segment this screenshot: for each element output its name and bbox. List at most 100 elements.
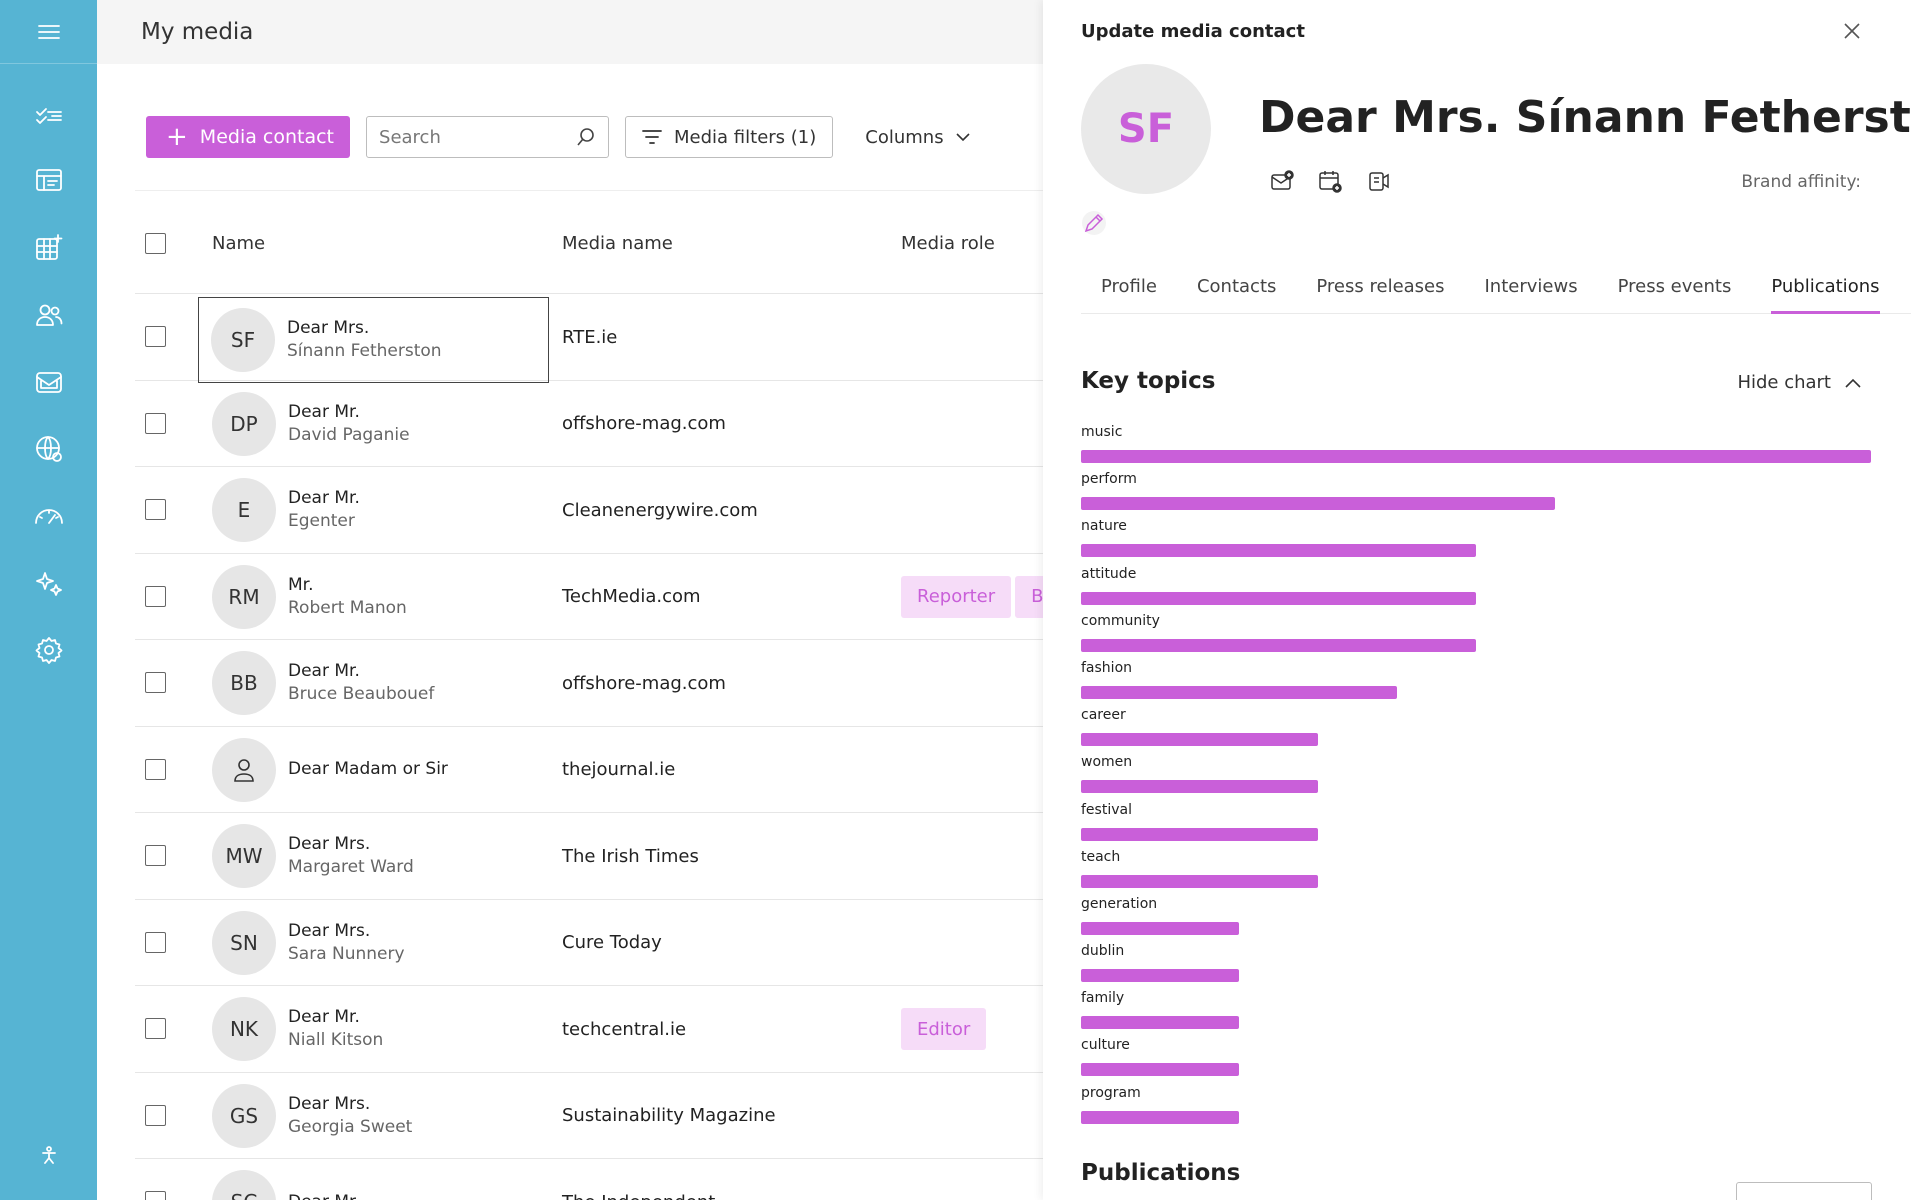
nav-analytics[interactable] [0,491,97,541]
contact-name-cell[interactable]: NK Dear Mr. Niall Kitson [200,994,545,1064]
table-row[interactable]: BB Dear Mr. Bruce Beaubouef offshore-mag.co… [135,640,1043,727]
contact-name-cell[interactable]: SC Dear Mr. [200,1167,545,1200]
contact-salutation: Dear Mrs. [288,1093,371,1114]
header-media-role[interactable]: Media role [901,233,995,254]
nav-settings[interactable] [0,625,97,675]
table-row[interactable]: SN Dear Mrs. Sara Nunnery Cure Today [135,900,1043,986]
tab-contacts[interactable]: Contacts [1196,276,1277,297]
media-name-cell: TechMedia.com [562,586,701,607]
chevron-down-icon [956,132,970,141]
contact-name-text: Dear Mrs. Georgia Sweet [288,1093,412,1139]
columns-button[interactable]: Columns [849,116,985,158]
topic-row: perform [1081,467,1871,514]
nav-web[interactable] [0,424,97,474]
topic-row: nature [1081,514,1871,561]
media-name-cell: RTE.ie [562,326,618,348]
nav-accessibility[interactable] [0,1130,97,1180]
nav-grid[interactable] [0,222,97,272]
tab-publications[interactable]: Publications [1751,272,1899,314]
tab-press-events[interactable]: Press events [1617,276,1732,297]
contact-name-text: Dear Mrs. Sara Nunnery [288,920,405,966]
refresh-button[interactable] [1736,1182,1872,1200]
add-media-contact-button[interactable]: + Media contact [146,116,351,158]
nav-dashboard[interactable] [0,155,97,205]
contact-name-cell[interactable]: Dear Madam or Sir [200,735,545,805]
table-row[interactable]: GS Dear Mrs. Georgia Sweet Sustainability M… [135,1073,1043,1159]
row-checkbox[interactable] [145,1104,166,1126]
contact-name-cell[interactable]: E Dear Mr. Egenter [200,475,545,545]
media-name-cell: Cure Today [562,932,662,953]
contact-salutation: Mr. [288,574,314,595]
row-checkbox[interactable] [145,585,166,607]
contact-name-cell[interactable]: SN Dear Mrs. Sara Nunnery [200,908,545,978]
row-checkbox[interactable] [145,326,166,347]
media-filters-button[interactable]: Media filters (1) [625,116,834,158]
close-icon[interactable] [1843,22,1861,40]
table-row[interactable]: SC Dear Mr. The Independent [135,1159,1043,1200]
contact-name-cell[interactable]: BB Dear Mr. Bruce Beaubouef [200,648,545,718]
tab-profile[interactable]: Profile [1101,276,1157,297]
contact-full-name: Niall Kitson [288,1030,384,1050]
table-row[interactable]: Dear Madam or Sir thejournal.ie [135,727,1043,813]
contact-name-cell[interactable]: RM Mr. Robert Manon [200,562,545,632]
topic-label: nature [1081,518,1127,535]
table-row[interactable]: E Dear Mr. Egenter Cleanenergywire.com [135,467,1043,554]
contact-name-cell[interactable]: GS Dear Mrs. Georgia Sweet [200,1081,545,1151]
contact-salutation: Dear Mrs. [288,920,371,941]
contact-name-cell[interactable]: MW Dear Mrs. Margaret Ward [200,821,545,891]
row-checkbox[interactable] [145,412,166,434]
row-checkbox[interactable] [145,1018,166,1039]
contact-name-cell[interactable]: DP Dear Mr. David Paganie [200,389,545,459]
topic-row: dublin [1081,939,1871,986]
topic-bar [1081,591,1476,605]
table-row[interactable]: SF Dear Mrs. Sínann Fetherston RTE.ie [135,294,1043,383]
nav-mail[interactable] [0,357,97,407]
mail-add-icon[interactable] [1269,168,1295,194]
topic-bar [1081,1110,1239,1124]
row-checkbox[interactable] [145,672,166,693]
contact-salutation: Dear Mr. [288,661,360,681]
row-checkbox[interactable] [145,758,166,780]
search-icon[interactable] [576,127,596,147]
contact-name-text: Dear Mr. [288,1191,360,1200]
search-input[interactable] [379,126,550,148]
contact-name-text: Dear Mrs. Sínann Fetherston [287,317,442,363]
contact-full-name: Margaret Ward [288,857,414,877]
row-checkbox[interactable] [145,499,166,520]
contact-salutation: Dear Mr. [288,1191,360,1200]
calendar-add-icon[interactable] [1317,168,1343,194]
row-checkbox[interactable] [145,931,166,953]
topic-bar [1081,921,1239,935]
table-row[interactable]: RM Mr.Robert Manon TechMedia.com ReporterBl [135,554,1043,640]
avatar: DP [212,391,276,456]
contact-name-cell[interactable]: SF Dear Mrs. Sínann Fetherston [198,297,549,383]
contact-name-text: Dear Mr. Bruce Beaubouef [288,660,434,706]
contact-name-text: Dear Mr. Egenter [288,487,360,533]
gauge-icon [34,509,63,524]
pencil-icon[interactable] [1081,210,1107,236]
topic-bar [1081,497,1555,511]
table-row[interactable]: NK Dear Mr. Niall Kitson techcentral.ie Edit… [135,986,1043,1073]
topic-row: community [1081,609,1871,656]
interview-icon[interactable] [1365,168,1391,194]
hide-chart-button[interactable]: Hide chart [1737,372,1861,393]
topic-row: fashion [1081,656,1871,703]
tab-press-releases[interactable]: Press releases [1316,276,1445,297]
tab-interviews[interactable]: Interviews [1484,276,1578,297]
contact-salutation: Dear Mrs. [287,318,370,338]
nav-media-contacts[interactable] [0,290,97,340]
select-all-checkbox[interactable] [145,233,166,254]
header-media-name[interactable]: Media name [562,233,673,254]
topic-bar [1081,685,1397,699]
topic-label: family [1081,990,1125,1007]
checklist-icon [35,108,62,124]
nav-tasks[interactable] [0,88,97,138]
nav-ai[interactable] [0,558,97,608]
topic-row: generation [1081,892,1871,939]
table-row[interactable]: DP Dear Mr. David Paganie offshore-mag.com [135,381,1043,467]
header-name[interactable]: Name [212,233,266,254]
menu-button[interactable] [0,0,97,64]
row-checkbox[interactable] [145,845,166,866]
table-row[interactable]: MW Dear Mrs. Margaret Ward The Irish Times [135,813,1043,900]
row-checkbox[interactable] [145,1191,166,1200]
